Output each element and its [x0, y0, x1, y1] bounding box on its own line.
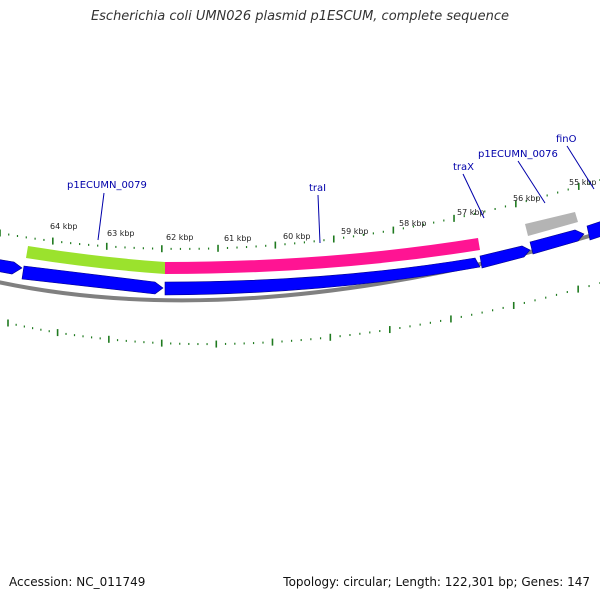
kbp-label: 62 kbp: [166, 233, 194, 242]
kbp-label: 56 kbp: [513, 194, 541, 203]
gene-label-traI[interactable]: traI: [309, 183, 326, 194]
leader-line: [97, 192, 105, 241]
kbp-label: 58 kbp: [399, 219, 427, 228]
feature-p1ECUMN_0079[interactable]: [26, 246, 165, 274]
cds-arrow[interactable]: [586, 220, 600, 241]
leader-line: [462, 173, 485, 219]
gene-label-p1ECUMN_0076[interactable]: p1ECUMN_0076: [478, 149, 558, 160]
accession-label: Accession: NC_011749: [9, 575, 146, 589]
leader-line: [317, 194, 321, 244]
gene-label-leaders: [97, 145, 595, 244]
kbp-label: 59 kbp: [341, 227, 369, 236]
kbp-label: 63 kbp: [107, 229, 135, 238]
kbp-label: 57 kbp: [457, 208, 485, 217]
kbp-label: 55 kbp: [569, 178, 597, 187]
cds-arrow[interactable]: [529, 229, 585, 255]
cds-arrow[interactable]: [164, 257, 481, 296]
map-title: Escherichia coli UMN026 plasmid p1ESCUM,…: [90, 9, 510, 24]
kbp-label: 64 kbp: [50, 222, 78, 231]
cds-arrow[interactable]: [0, 258, 23, 275]
sequence-stats: Topology: circular; Length: 122,301 bp; …: [283, 575, 590, 589]
leader-line: [566, 145, 595, 190]
feature-p1ECUMN_0076[interactable]: [525, 212, 578, 236]
gene-labels: p1ECUMN_0079 traI traX p1ECUMN_0076 finO: [67, 134, 577, 194]
cds-arrow[interactable]: [479, 245, 531, 269]
feature-traI[interactable]: [165, 238, 480, 274]
kbp-labels: 64 kbp 63 kbp 62 kbp 61 kbp 60 kbp 59 kb…: [50, 178, 597, 243]
gene-label-traX[interactable]: traX: [453, 162, 474, 173]
gene-label-finO[interactable]: finO: [556, 134, 577, 145]
cds-arrow[interactable]: [21, 265, 164, 295]
gene-label-p1ECUMN_0079[interactable]: p1ECUMN_0079: [67, 180, 147, 191]
outer-tick-track: [0, 179, 600, 253]
inner-tick-track: [7, 282, 600, 348]
leader-line: [517, 160, 546, 204]
kbp-label: 60 kbp: [283, 232, 311, 241]
kbp-label: 61 kbp: [224, 234, 252, 243]
